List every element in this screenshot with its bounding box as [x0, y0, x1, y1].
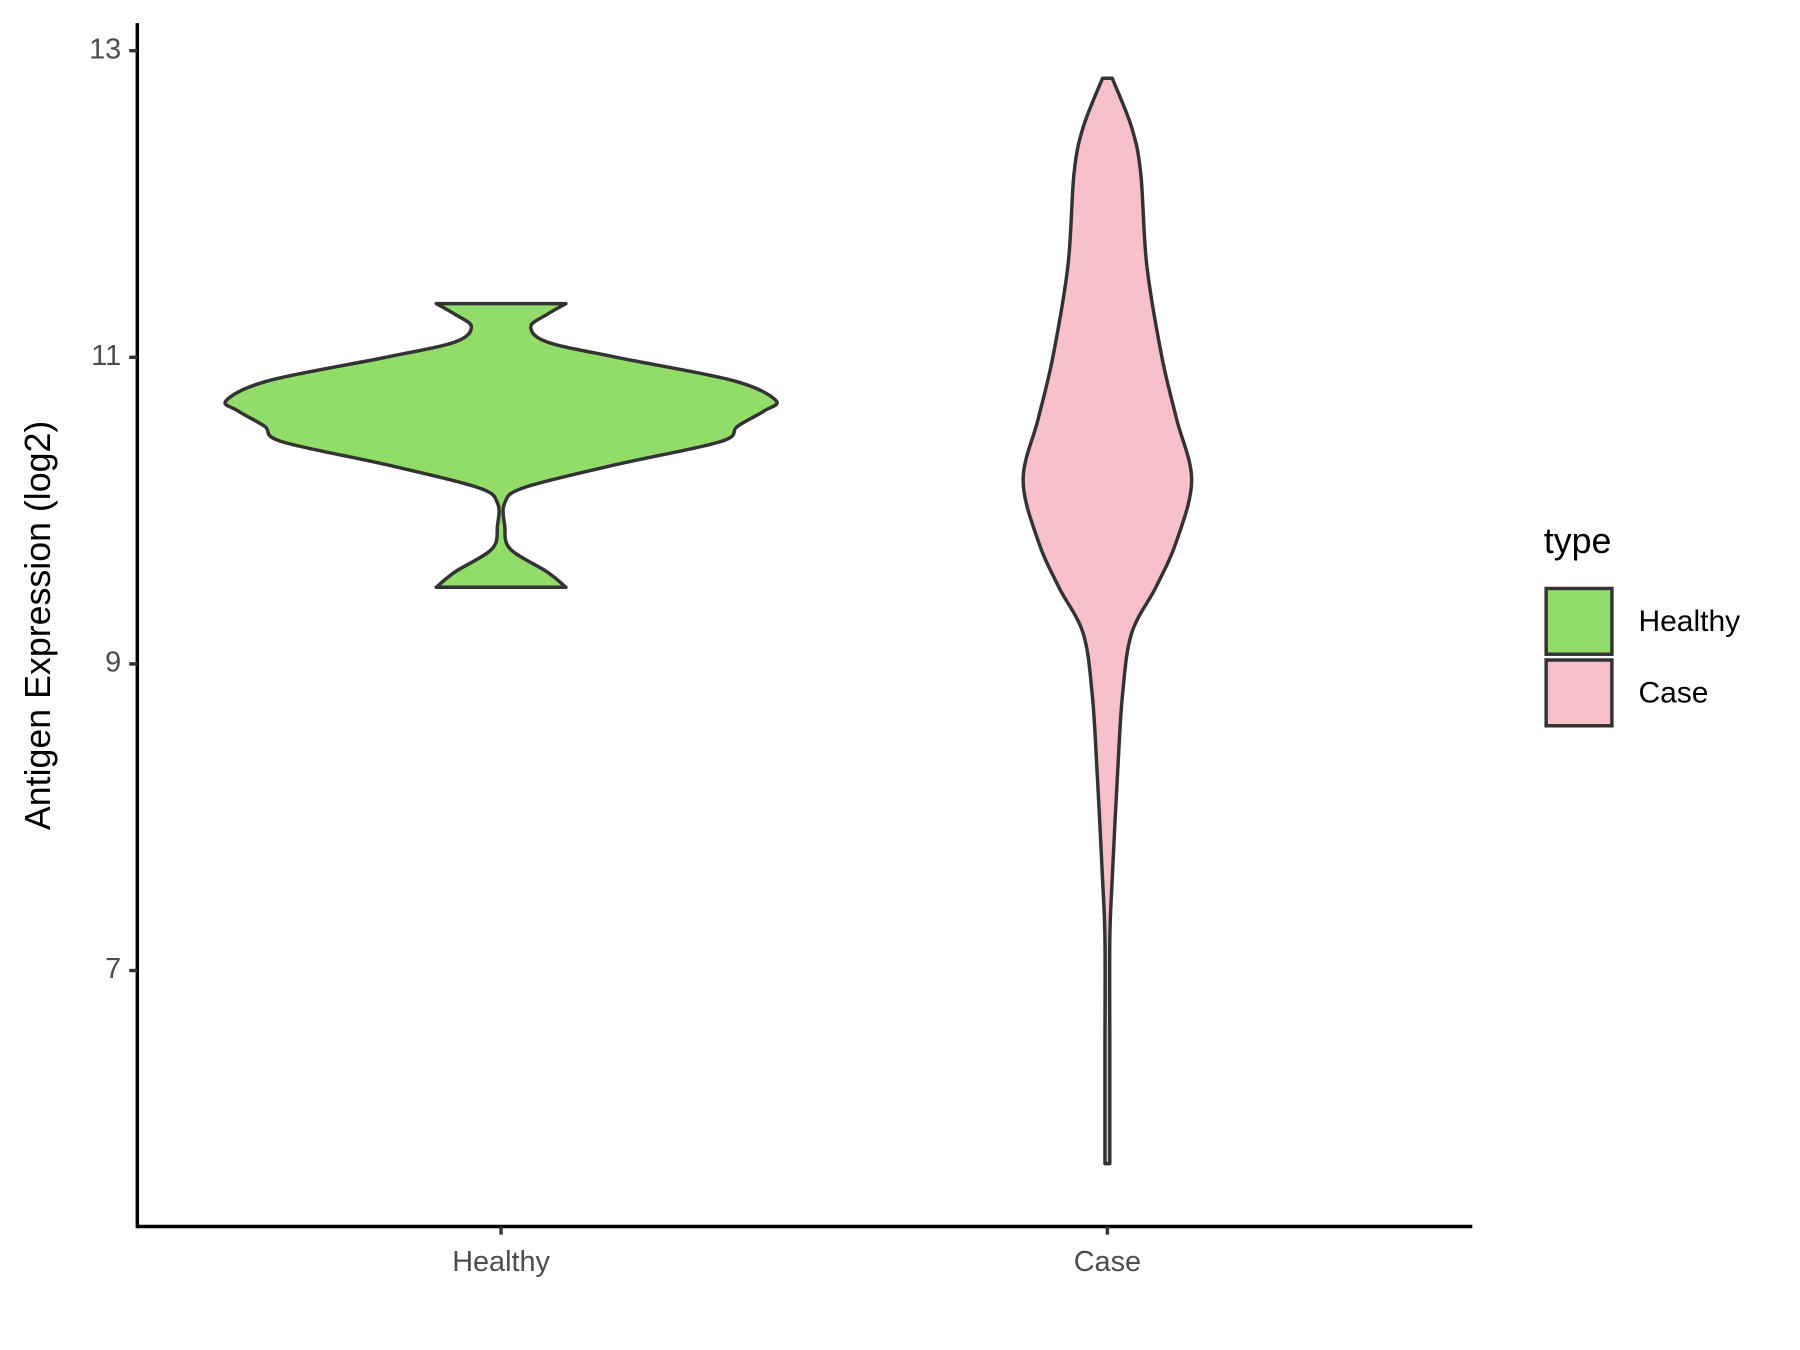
- y-tick-label: 13: [89, 33, 121, 65]
- legend-title: type: [1544, 521, 1612, 561]
- violin: [1021, 76, 1194, 1166]
- y-axis-title: Antigen Expression (log2): [18, 421, 58, 830]
- legend-key: [1544, 586, 1614, 656]
- x-tick-label: Healthy: [452, 1246, 550, 1278]
- x-tick-label: Case: [1074, 1246, 1141, 1278]
- y-tick-label: 11: [91, 340, 121, 372]
- y-tick-label: 7: [105, 953, 121, 985]
- y-tick-label: 9: [105, 647, 121, 679]
- legend-label: Case: [1638, 677, 1708, 710]
- legend-key: [1544, 658, 1614, 728]
- violin: [223, 301, 779, 589]
- legend-label: Healthy: [1638, 605, 1740, 638]
